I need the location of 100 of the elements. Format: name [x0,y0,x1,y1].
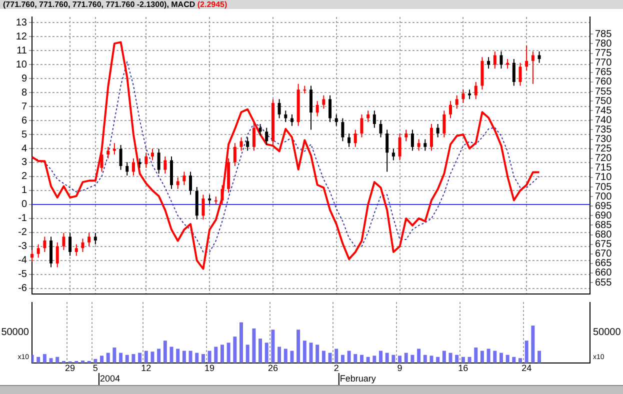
bar [379,350,382,363]
candlestick [30,250,34,262]
x-tick-label: 16 [458,362,468,373]
candlestick [138,158,142,168]
candlestick [106,146,110,159]
text: 2004 [100,373,120,384]
candlestick [290,114,294,126]
candlestick [525,45,528,71]
y2-tick-label: 695 [595,200,612,212]
candlestick [157,148,160,174]
candlestick [150,148,154,161]
bar [404,352,408,363]
y2-tick-label: 665 [595,258,612,270]
y-tick-label: 2 [21,171,28,182]
candlestick [366,110,370,123]
bar [486,348,490,363]
candlestick [36,244,40,258]
candlestick [233,142,236,167]
candlestick [348,133,351,148]
candlestick [360,114,364,138]
bar [94,358,98,363]
y2-tick-label: 735 [595,124,612,136]
bar [258,338,262,363]
bar [252,328,256,363]
y2-tick-label: 710 [595,172,612,184]
bar [518,358,522,363]
candlestick [322,94,326,110]
line-series [32,61,540,253]
bar [176,348,180,363]
bar [112,348,116,363]
bar [195,352,199,363]
bar [36,356,40,363]
bar [144,350,148,363]
bar [278,346,282,363]
y-tick-label: 10 [16,59,28,70]
y2-tick-label: 775 [595,48,612,60]
candlestick [81,238,84,252]
text: 50000 [1,326,30,338]
bar [531,326,535,363]
candlestick [506,58,510,70]
candlestick [258,123,262,136]
bar [119,352,123,363]
y2-tick-label: 780 [595,38,612,50]
candlestick [265,127,268,146]
text: 50000 [593,326,622,338]
bar [264,342,268,363]
bar [42,354,46,363]
candlestick [398,133,402,161]
bar [372,356,376,363]
y2-tick-label: 670 [595,248,612,260]
candlestick [410,129,414,152]
y-tick-label: 9 [21,73,28,84]
bar [512,356,516,363]
y-tick-label: -5 [18,269,28,280]
candlestick [379,120,382,138]
candlestick [208,194,212,205]
candlestick [126,162,129,176]
bar [347,350,351,363]
candlestick [404,129,408,142]
bar [188,350,192,363]
bar [290,350,294,363]
bar [284,348,288,363]
candlestick [88,232,91,247]
y-tick-label: 6 [21,115,28,126]
y-tick-label: 4 [21,143,28,154]
candlestick [493,50,496,70]
y2-tick-label: 660 [595,268,612,279]
bar [240,322,243,363]
bar [157,348,161,363]
candlestick [316,100,319,117]
y-tick-label: 1 [21,185,28,196]
bar [302,340,306,363]
bar [360,354,364,363]
y-tick-label: -4 [18,255,28,266]
y-tick-label: 13 [16,17,28,28]
y2-tick-label: 690 [595,210,612,222]
candlestick [386,129,389,172]
y-tick-label: 7 [21,101,28,112]
bar [474,348,478,363]
y2-tick-label: 720 [595,153,612,164]
bar [246,344,250,363]
bar [220,344,224,363]
y-tick-label: -2 [18,227,28,238]
x-tick-label: 2 [334,362,339,373]
bar [132,354,136,363]
y2-tick-label: 675 [595,239,612,250]
bar [328,352,332,363]
y-tick-label: 12 [16,31,28,42]
bar [182,350,186,363]
candlestick [531,50,534,84]
bar [322,350,326,363]
y-tick-label: 11 [16,45,28,56]
candlestick [518,62,522,86]
bar [480,350,484,363]
candlestick [189,171,192,196]
bar [100,356,104,363]
candlestick [436,123,440,138]
bar [410,354,414,363]
y-tick-label: 8 [21,87,28,98]
candlestick [500,50,503,70]
